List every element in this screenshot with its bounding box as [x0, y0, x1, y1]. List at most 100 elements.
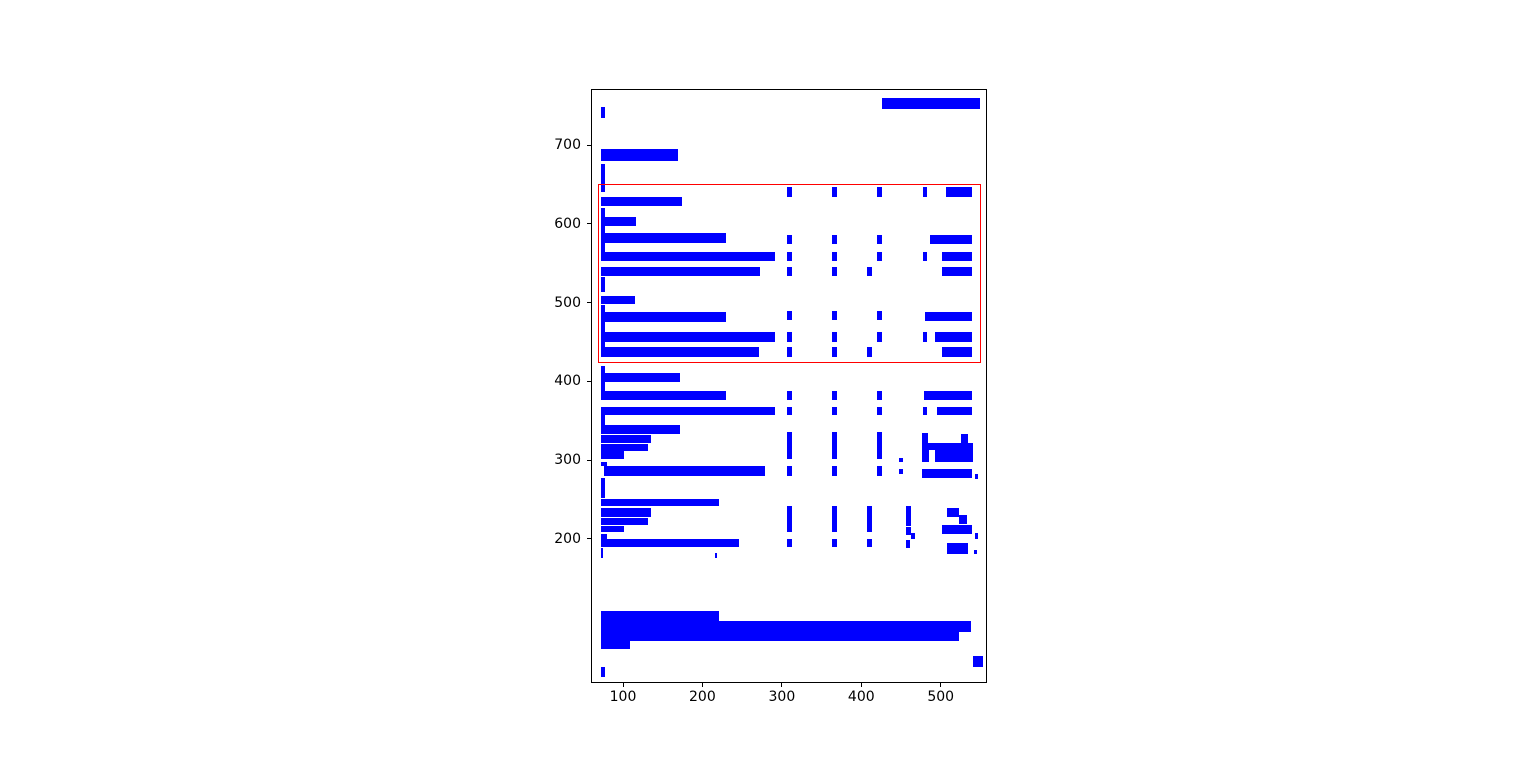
bounding-box: [974, 533, 979, 539]
bounding-box: [600, 252, 776, 261]
bounding-box: [831, 252, 838, 261]
bounding-box: [715, 552, 718, 558]
x-tick-mark: [622, 683, 624, 687]
bounding-box: [961, 434, 969, 443]
bounding-box: [600, 216, 636, 227]
bounding-box: [959, 515, 967, 525]
bounding-box: [600, 443, 649, 452]
x-tick-mark: [701, 683, 703, 687]
bounding-box: [941, 267, 972, 277]
bounding-box: [831, 390, 838, 401]
bounding-box: [600, 276, 606, 293]
y-tick-mark: [587, 380, 591, 382]
bounding-box: [600, 406, 776, 416]
bounding-box: [831, 506, 838, 533]
bounding-box: [922, 331, 928, 342]
bounding-box: [921, 433, 929, 443]
bounding-box: [936, 406, 972, 416]
y-tick-label: 700: [554, 137, 581, 154]
bounding-box: [831, 234, 838, 244]
bounding-box: [600, 331, 776, 342]
y-tick-mark: [587, 223, 591, 225]
bounding-box: [947, 543, 969, 554]
bounding-box: [946, 186, 973, 197]
bounding-box: [831, 538, 838, 548]
y-tick-label: 200: [554, 530, 581, 547]
bounding-box: [600, 149, 678, 161]
bounding-box: [600, 641, 631, 649]
bounding-box: [866, 267, 872, 277]
y-tick-mark: [587, 538, 591, 540]
bounding-box: [600, 508, 651, 518]
bounding-box: [921, 442, 929, 463]
bounding-box: [831, 267, 838, 277]
bounding-box: [899, 457, 903, 463]
bounding-box: [600, 197, 683, 207]
bounding-box: [600, 621, 971, 633]
y-tick-label: 300: [554, 452, 581, 468]
bounding-box: [922, 252, 928, 261]
bounding-box: [831, 432, 838, 460]
y-tick-mark: [587, 459, 591, 461]
bounding-box: [786, 267, 793, 277]
bounding-box: [831, 406, 838, 416]
bounding-box: [600, 415, 606, 434]
bounding-box: [928, 442, 936, 450]
bounding-box: [881, 97, 980, 109]
bounding-box: [941, 252, 972, 261]
x-tick-label: 200: [689, 689, 716, 705]
bounding-box: [921, 468, 973, 479]
bounding-box: [831, 346, 838, 357]
x-tick-mark: [781, 683, 783, 687]
bounding-box: [600, 375, 606, 391]
bounding-box: [974, 474, 979, 479]
bounding-box: [866, 538, 872, 548]
bounding-box: [600, 312, 727, 323]
bounding-box: [600, 242, 606, 260]
x-tick-mark: [940, 683, 942, 687]
bounding-box: [786, 311, 793, 320]
bounding-box: [905, 540, 910, 549]
bounding-box: [600, 164, 605, 192]
bounding-box: [877, 331, 882, 342]
bounding-box: [972, 656, 983, 667]
bounding-box: [600, 611, 720, 622]
bounding-box: [877, 406, 882, 416]
bounding-box: [600, 667, 605, 678]
bounding-box: [600, 517, 649, 525]
bounding-box: [924, 312, 972, 321]
bounding-box: [929, 234, 972, 244]
x-tick-label: 100: [609, 689, 637, 705]
bounding-box: [786, 346, 793, 357]
bounding-box: [831, 466, 838, 476]
bounding-box: [600, 632, 959, 642]
bounding-box: [600, 267, 760, 277]
bounding-box: [941, 346, 972, 357]
bounding-box: [786, 466, 793, 476]
y-tick-mark: [587, 144, 591, 146]
bounding-box: [600, 548, 604, 558]
x-tick-mark: [860, 683, 862, 687]
bounding-box: [877, 311, 882, 320]
bounding-box: [831, 311, 838, 320]
bounding-box: [600, 390, 727, 401]
bounding-box: [866, 506, 872, 533]
bounding-box: [600, 425, 681, 435]
bounding-box: [603, 466, 766, 476]
bounding-box: [786, 186, 793, 197]
bounding-box: [877, 186, 882, 197]
x-tick-label: 500: [927, 689, 955, 705]
bounding-box: [905, 526, 911, 535]
bounding-box: [786, 432, 793, 460]
bounding-box: [600, 498, 720, 507]
bounding-box: [600, 534, 608, 539]
bounding-box: [786, 390, 793, 401]
bounding-box: [905, 506, 911, 527]
bounding-box: [600, 233, 727, 243]
bounding-box: [786, 234, 793, 244]
highlight-rectangle: [598, 184, 981, 364]
bounding-box: [600, 538, 739, 548]
bounding-box: [877, 252, 882, 261]
bounding-box: [974, 549, 978, 555]
